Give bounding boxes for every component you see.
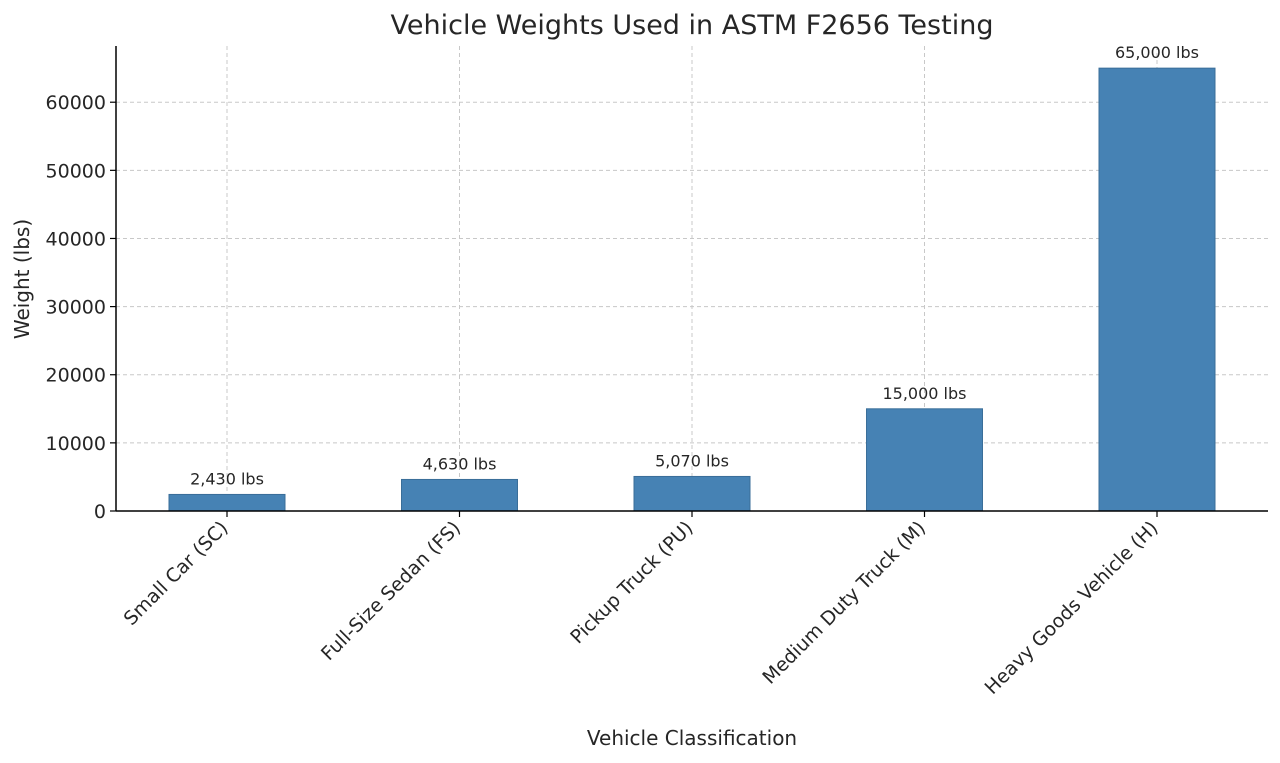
bar-value-label: 2,430 lbs bbox=[190, 469, 264, 488]
x-tick-label: Full-Size Sedan (FS) bbox=[317, 517, 465, 665]
bar bbox=[1098, 67, 1216, 512]
y-tick-label: 50000 bbox=[46, 160, 106, 182]
y-axis-label: Weight (lbs) bbox=[10, 219, 34, 339]
bar-value-label: 65,000 lbs bbox=[1115, 43, 1199, 62]
bar bbox=[168, 493, 286, 512]
x-tick-label: Pickup Truck (PU) bbox=[566, 517, 697, 648]
bar bbox=[866, 408, 983, 512]
bar-value-label: 5,070 lbs bbox=[655, 451, 729, 470]
grid bbox=[116, 46, 1268, 511]
y-ticks: 0 10000 20000 30000 40000 50000 60000 bbox=[46, 92, 116, 523]
y-tick-label: 10000 bbox=[46, 433, 106, 455]
chart-title: Vehicle Weights Used in ASTM F2656 Testi… bbox=[391, 10, 994, 41]
x-tick-label: Medium Duty Truck (M) bbox=[758, 517, 930, 689]
bar-value-label: 4,630 lbs bbox=[423, 454, 497, 473]
x-axis-label: Vehicle Classification bbox=[587, 726, 797, 750]
y-tick-label: 0 bbox=[94, 501, 106, 523]
x-tick-label: Small Car (SC) bbox=[120, 517, 233, 630]
y-tick-label: 40000 bbox=[46, 228, 106, 250]
x-ticks: Small Car (SC) Full-Size Sedan (FS) Pickup… bbox=[120, 511, 1163, 699]
y-tick-label: 30000 bbox=[46, 297, 106, 319]
bar-value-label: 15,000 lbs bbox=[882, 384, 966, 403]
bar bbox=[633, 475, 751, 512]
bar bbox=[401, 478, 518, 512]
y-tick-label: 60000 bbox=[46, 92, 106, 114]
bars bbox=[168, 67, 1216, 512]
x-tick-label: Heavy Goods Vehicle (H) bbox=[981, 517, 1163, 699]
y-tick-label: 20000 bbox=[46, 365, 106, 387]
data-labels: 2,430 lbs 4,630 lbs 5,070 lbs 15,000 lbs 65,… bbox=[190, 43, 1199, 488]
